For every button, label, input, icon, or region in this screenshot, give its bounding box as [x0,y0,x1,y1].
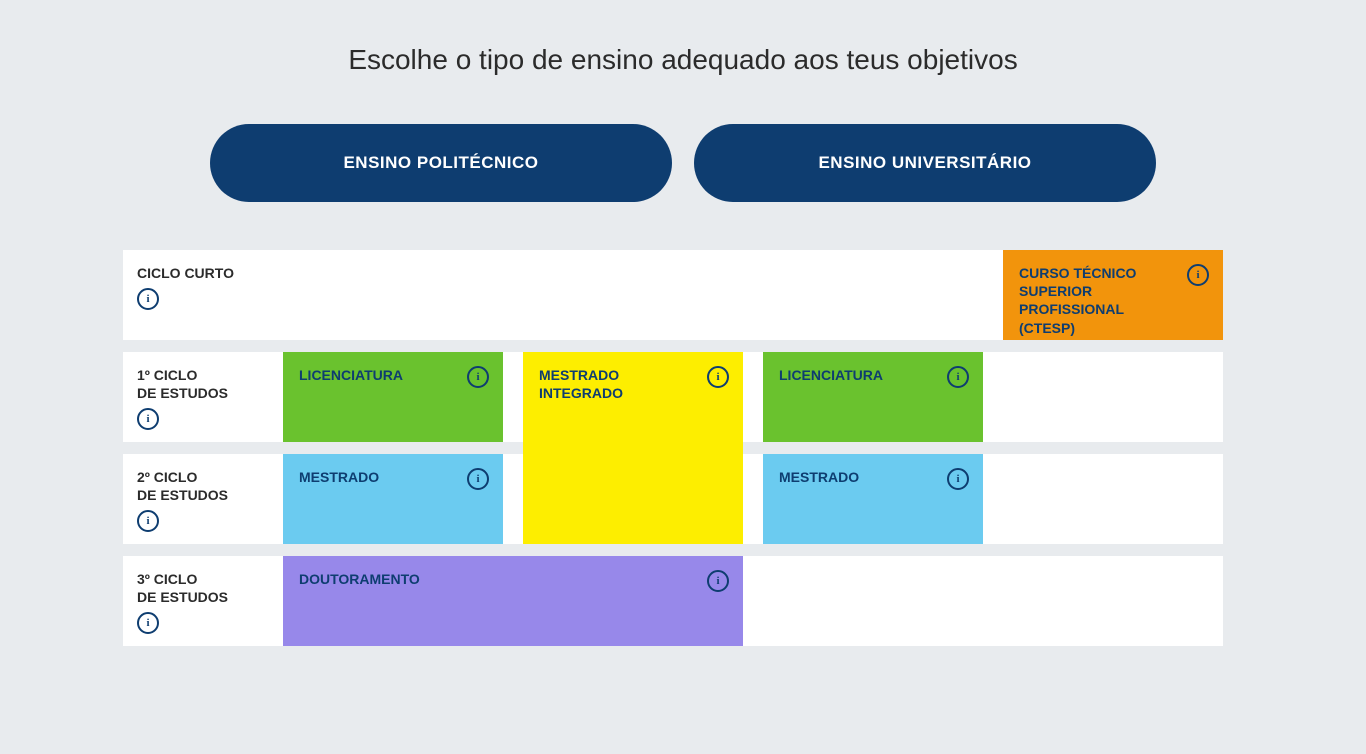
row-label-ciclo-3: 3º CICLO DE ESTUDOS i [123,556,283,646]
row-label-text: 2º CICLO [137,468,283,486]
row-label-text: DE ESTUDOS [137,486,283,504]
row-label-text: DE ESTUDOS [137,588,283,606]
card-label: LICENCIATURA [779,366,969,384]
card-mestrado-politecnico[interactable]: MESTRADO i [283,454,503,544]
card-ctesp[interactable]: CURSO TÉCNICO SUPERIOR PROFISSIONAL (CTE… [1003,250,1223,340]
row-gap [123,544,1223,556]
row-label-ciclo-curto: CICLO CURTO i [123,250,283,340]
row-label-ciclo-2: 2º CICLO DE ESTUDOS i [123,454,283,544]
card-licenciatura-universitario[interactable]: LICENCIATURA i [763,352,983,442]
tab-ensino-politecnico[interactable]: ENSINO POLITÉCNICO [210,124,672,202]
card-label: PROFISSIONAL [1019,300,1209,318]
info-icon[interactable]: i [137,510,159,532]
info-icon[interactable]: i [137,288,159,310]
card-label: LICENCIATURA [299,366,489,384]
card-label: MESTRADO [299,468,489,486]
info-icon[interactable]: i [137,408,159,430]
row-label-text: DE ESTUDOS [137,384,283,402]
info-icon[interactable]: i [947,366,969,388]
row-label-text: 1º CICLO [137,366,283,384]
info-icon[interactable]: i [707,570,729,592]
card-label: (CTESP) [1019,319,1209,337]
cycles-grid: CICLO CURTO i 1º CICLO DE ESTUDOS i 2º C… [123,250,1243,646]
card-mestrado-integrado[interactable]: MESTRADO INTEGRADO i [523,352,743,544]
info-icon[interactable]: i [707,366,729,388]
card-licenciatura-politecnico[interactable]: LICENCIATURA i [283,352,503,442]
card-mestrado-universitario[interactable]: MESTRADO i [763,454,983,544]
row-label-text: CICLO CURTO [137,264,283,282]
card-doutoramento[interactable]: DOUTORAMENTO i [283,556,743,646]
row-label-ciclo-1: 1º CICLO DE ESTUDOS i [123,352,283,442]
row-label-text: 3º CICLO [137,570,283,588]
card-label: INTEGRADO [539,384,729,402]
info-icon[interactable]: i [467,366,489,388]
card-label: MESTRADO [539,366,729,384]
info-icon[interactable]: i [467,468,489,490]
card-label: DOUTORAMENTO [299,570,729,588]
row-gap [123,340,1223,352]
card-label: CURSO TÉCNICO [1019,264,1209,282]
info-icon[interactable]: i [947,468,969,490]
tabs-container: ENSINO POLITÉCNICO ENSINO UNIVERSITÁRIO [123,124,1243,202]
info-icon[interactable]: i [137,612,159,634]
info-icon[interactable]: i [1187,264,1209,286]
page-title: Escolhe o tipo de ensino adequado aos te… [123,44,1243,76]
card-label: MESTRADO [779,468,969,486]
tab-ensino-universitario[interactable]: ENSINO UNIVERSITÁRIO [694,124,1156,202]
card-label: SUPERIOR [1019,282,1209,300]
